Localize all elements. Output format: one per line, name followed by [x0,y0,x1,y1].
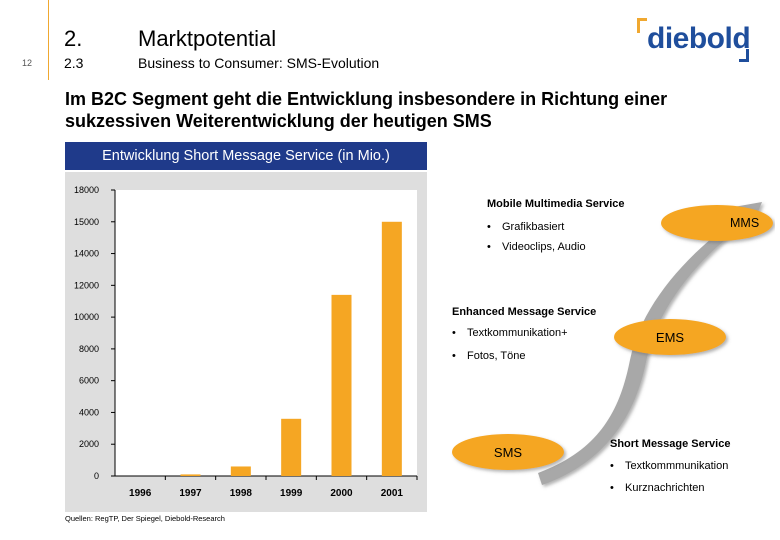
y-tick-label: 12000 [74,280,99,290]
mms-heading: Mobile Multimedia Service [487,198,625,210]
ems-bullet-1: Textkommunikation+ [467,327,568,339]
y-tick-label: 4000 [79,407,99,417]
mms-bullet-2: Videoclips, Audio [502,241,586,253]
bar [381,221,402,476]
bar [281,418,302,476]
sms-ellipse [452,434,564,470]
x-tick-label: 2001 [381,488,404,499]
evolution-diagram: MMS EMS SMS Mobile Multimedia Service • … [452,198,773,494]
chart-title: Entwicklung Short Message Service (in Mi… [65,142,427,170]
company-logo: diebold [637,18,751,62]
sms-badge: SMS [494,445,523,460]
plot-area [115,190,417,476]
ems-bullet-2: Fotos, Töne [467,350,526,362]
mms-badge: MMS [730,216,759,230]
mms-bullet-1: Grafikbasiert [502,221,564,233]
bar [230,466,251,476]
sms-bullet-2: Kurznachrichten [625,482,705,494]
sms-bullet-marker-2: • [610,482,614,494]
y-tick-label: 18000 [74,185,99,195]
x-tick-label: 2000 [330,488,353,499]
ems-heading: Enhanced Message Service [452,306,596,318]
section-title: Marktpotential [138,26,277,51]
header-rule [48,0,49,80]
y-tick-label: 0 [94,471,99,481]
sms-bullet-1: Textkommmunikation [625,460,728,472]
y-tick-label: 6000 [79,376,99,386]
logo-text: diebold [647,22,751,55]
slide-number: 12 [22,58,33,68]
x-tick-label: 1999 [280,488,303,499]
ems-bullet-marker-2: • [452,350,456,362]
ems-bullet-marker-1: • [452,327,456,339]
logo-bracket-bottom [739,49,749,62]
headline: Im B2C Segment geht die Entwicklung insb… [65,89,668,131]
y-tick-label: 8000 [79,344,99,354]
mms-ellipse [661,205,773,241]
logo-bracket-top [637,18,647,33]
y-tick-label: 14000 [74,249,99,259]
bar-chart: 0 2000 4000 6000 8000 10000 12000 14000 15000 180… [74,185,418,499]
x-tick-label: 1997 [179,488,202,499]
x-tick-label: 1998 [230,488,253,499]
x-tick-label: 1996 [129,488,152,499]
subsection-title: Business to Consumer: SMS-Evolution [138,55,380,71]
y-tick-label: 10000 [74,312,99,322]
ems-ellipse [614,319,726,355]
y-tick-label: 15000 [74,217,99,227]
bar [180,474,201,476]
source-note: Quellen: RegTP, Der Spiegel, Diebold-Res… [65,514,225,523]
sms-heading: Short Message Service [610,438,730,450]
mms-bullet-marker-2: • [487,241,491,253]
y-tick-label: 2000 [79,439,99,449]
mms-bullet-marker-1: • [487,221,491,233]
subsection-number: 2.3 [64,55,84,71]
bar [331,294,352,476]
sms-bullet-marker-1: • [610,460,614,472]
section-number: 2. [64,26,83,51]
ems-badge: EMS [656,330,685,345]
